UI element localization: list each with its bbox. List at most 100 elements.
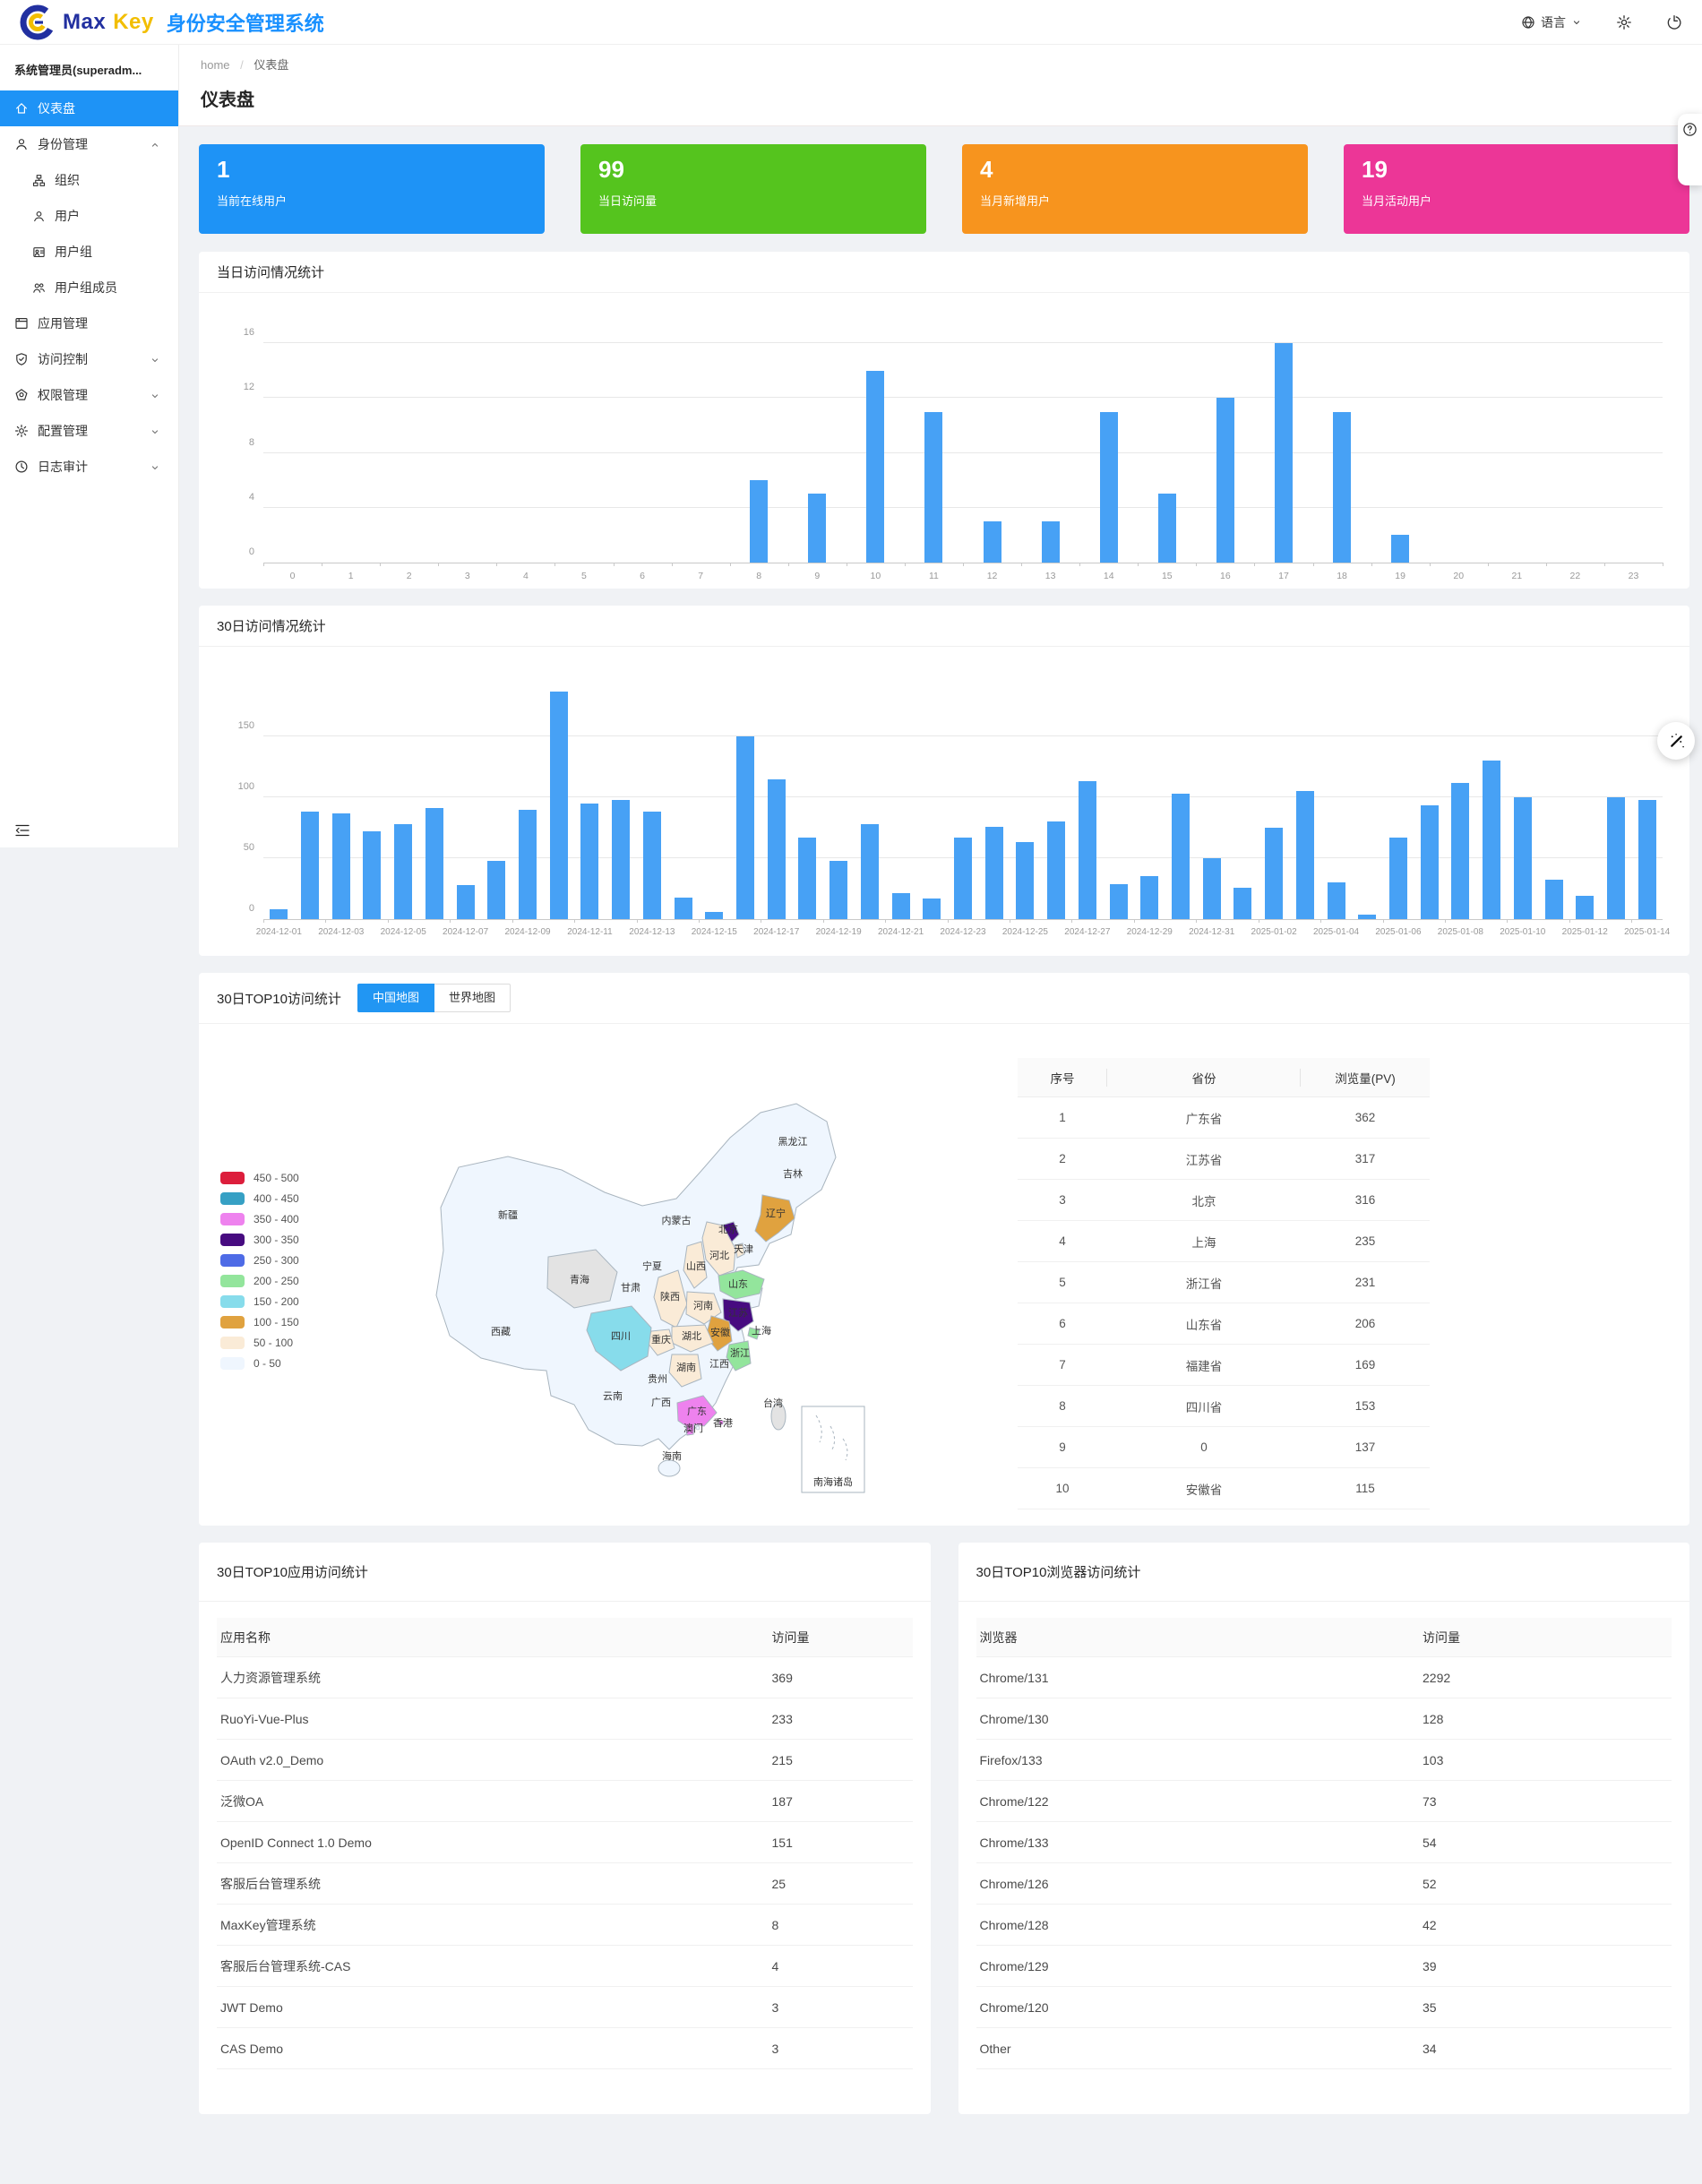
breadcrumb-current: 仪表盘: [254, 58, 289, 72]
legend-swatch: [220, 1275, 245, 1287]
sidebar-item-dashboard[interactable]: 仪表盘: [0, 90, 178, 126]
table-cell: 8: [1059, 1399, 1066, 1413]
table-cell: 4: [1059, 1234, 1066, 1248]
legend-swatch: [220, 1337, 245, 1349]
axis-tick: [1507, 919, 1509, 923]
collapse-sidebar-button[interactable]: [14, 822, 30, 838]
x-axis-label: 2024-12-23: [940, 927, 986, 937]
brand-key: Key: [113, 9, 154, 34]
value-cell: 25: [771, 1876, 787, 1891]
axis-tick: [636, 919, 638, 923]
bar: [750, 480, 769, 563]
panel-title: 30日访问情况统计: [217, 619, 326, 634]
table-cell: 153: [1354, 1399, 1376, 1413]
province-label: 广西: [651, 1397, 671, 1408]
sidebar: 系统管理员(superadm... 仪表盘 身份管理组织用户 用户组 用户组成员 应用管…: [0, 45, 179, 847]
sidebar-item-audit[interactable]: 日志审计: [0, 449, 178, 485]
bar: [456, 884, 475, 919]
name-cell: OpenID Connect 1.0 Demo: [220, 1835, 372, 1850]
settings-button[interactable]: [1616, 14, 1632, 30]
x-axis-label: 5: [581, 571, 587, 581]
table-cell: 5: [1059, 1276, 1066, 1289]
axis-tick: [1545, 563, 1547, 566]
value-cell: 369: [771, 1670, 793, 1685]
table-row: Other 34: [976, 2028, 1672, 2069]
bar: [331, 813, 350, 919]
page-head: home / 仪表盘 仪表盘: [179, 45, 1702, 126]
logout-button[interactable]: [1666, 14, 1682, 30]
x-axis-label: 2024-12-01: [255, 927, 302, 937]
legend-item: 250 - 300: [220, 1254, 299, 1267]
sidebar-subitem-org[interactable]: 组织: [0, 162, 178, 198]
language-menu[interactable]: 语言: [1521, 13, 1582, 31]
province-山西[interactable]: [683, 1241, 708, 1289]
bar: [891, 893, 910, 919]
sidebar-subitem-label: 组织: [55, 173, 80, 187]
sidebar-subitem-usergroup[interactable]: 用户组: [0, 234, 178, 270]
axis-tick: [671, 563, 673, 566]
x-axis-label: 2025-01-12: [1561, 927, 1608, 937]
axis-tick: [387, 919, 389, 923]
province-河北[interactable]: [701, 1221, 736, 1277]
question-icon: [1683, 123, 1697, 136]
sidebar-subitem-groupmembers[interactable]: 用户组成员: [0, 270, 178, 305]
table-cell: 上海: [1191, 1235, 1216, 1250]
tab-china-map[interactable]: 中国地图: [357, 984, 434, 1012]
sidebar-item-apps[interactable]: 应用管理: [0, 305, 178, 341]
help-widget[interactable]: [1678, 114, 1702, 185]
sidebar-user-label: 系统管理员(superadm...: [14, 64, 142, 77]
province-青海[interactable]: [546, 1249, 618, 1309]
table-cell: 317: [1354, 1152, 1376, 1165]
axis-tick: [554, 563, 556, 566]
bar: [487, 860, 506, 919]
bar: [1420, 805, 1439, 919]
x-axis-label: 20: [1453, 571, 1465, 581]
x-axis-label: 2024-12-13: [629, 927, 675, 937]
province-label: 湖南: [676, 1362, 696, 1373]
province-山东[interactable]: [718, 1269, 765, 1300]
province-浙江[interactable]: [726, 1340, 752, 1371]
breadcrumb-home-link[interactable]: home: [201, 58, 230, 72]
axis-tick: [1603, 563, 1605, 566]
sidebar-item-identity[interactable]: 身份管理: [0, 126, 178, 162]
user-icon: [16, 139, 27, 150]
legend-range-label: 400 - 450: [254, 1192, 299, 1205]
sidebar-menu: 仪表盘 身份管理组织用户 用户组 用户组成员 应用管理 访问控制 权限管理 配置管理 日志审计: [0, 90, 178, 485]
province-上海[interactable]: [747, 1327, 761, 1340]
table-cell: 福建省: [1185, 1359, 1223, 1373]
badge-icon: [15, 389, 28, 400]
province-辽宁[interactable]: [754, 1194, 795, 1242]
panel-top10-apps: 30日TOP10应用访问统计 应用名称 访问量 人力资源管理系统 369 RuoYi-V…: [199, 1543, 931, 2114]
bar: [924, 411, 943, 563]
x-axis-label: 15: [1161, 571, 1173, 581]
province-四川[interactable]: [586, 1305, 652, 1371]
legend-item: 450 - 500: [220, 1172, 299, 1184]
province-江苏[interactable]: [722, 1298, 754, 1332]
tab-world-map[interactable]: 世界地图: [434, 984, 511, 1012]
gridline: [263, 342, 1663, 343]
sidebar-subitem-users[interactable]: 用户: [0, 198, 178, 234]
name-cell: MaxKey管理系统: [220, 1917, 316, 1932]
name-cell: 泛微OA: [220, 1793, 264, 1809]
sidebar-item-permission[interactable]: 权限管理: [0, 377, 178, 413]
sidebar-item-access[interactable]: 访问控制: [0, 341, 178, 377]
province-广东[interactable]: [676, 1395, 718, 1436]
name-cell: 客服后台管理系统-CAS: [220, 1958, 351, 1973]
table-row: CAS Demo 3: [217, 2028, 913, 2069]
table-header-row: 浏览器 访问量: [976, 1618, 1672, 1657]
province-label: 陕西: [660, 1290, 680, 1303]
magic-tool-button[interactable]: [1657, 722, 1695, 760]
table-cell: 北京: [1191, 1194, 1216, 1208]
province-label: 贵州: [648, 1373, 667, 1385]
value-cell: 54: [1423, 1835, 1437, 1850]
sidebar-item-config[interactable]: 配置管理: [0, 413, 178, 449]
province-湖南[interactable]: [668, 1354, 702, 1388]
province-label: 广东: [687, 1406, 707, 1417]
brand-logo: Max Key 身份安全管理系统: [20, 4, 324, 40]
x-axis-label: 2024-12-07: [443, 927, 489, 937]
stat-value: 4: [980, 156, 993, 183]
name-cell: Chrome/128: [979, 1917, 1049, 1932]
province-天津[interactable]: [735, 1242, 745, 1259]
table-row: 9 0 137: [1018, 1427, 1430, 1468]
panel-hourly-visits: 当日访问情况统计 0 4 8 12 16 0 1 2 3 4 5 6 7 8 9 10 11 12 13 14 15 16…: [199, 252, 1689, 589]
